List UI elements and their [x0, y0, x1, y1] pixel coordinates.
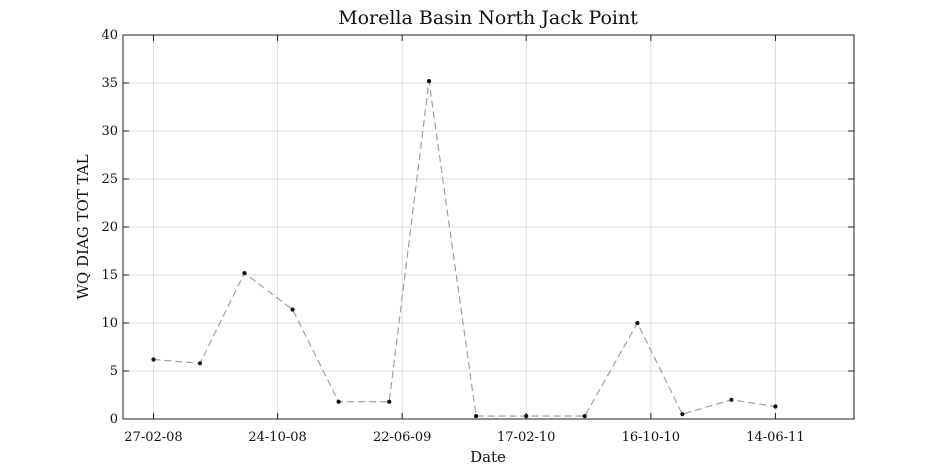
y-tick-label: 15 — [101, 268, 118, 283]
y-tick-label: 30 — [101, 124, 118, 139]
data-point — [473, 414, 479, 419]
x-tick-label: 27-02-08 — [124, 430, 182, 445]
data-point — [524, 414, 529, 419]
chart-title: Morella Basin North Jack Point — [338, 7, 638, 29]
y-axis-label: WQ DIAG TOT TAL — [74, 154, 92, 299]
x-axis: 27-02-08 24-10-08 22-06-09 17-02-10 16-10-10… — [124, 35, 805, 445]
data-point — [582, 414, 587, 419]
y-tick-label: 0 — [110, 412, 118, 427]
data-point — [387, 399, 392, 404]
data-point — [635, 320, 640, 326]
x-tick-label: 14-06-11 — [746, 430, 804, 445]
y-tick-label: 5 — [110, 364, 118, 379]
y-tick-label: 25 — [101, 172, 118, 187]
data-point — [290, 307, 295, 312]
data-point — [773, 404, 778, 409]
x-tick-label: 22-06-09 — [373, 430, 431, 445]
data-point — [680, 412, 685, 417]
x-tick-label: 16-10-10 — [622, 430, 680, 445]
series-line — [153, 81, 776, 417]
y-tick-label: 10 — [101, 316, 118, 331]
data-point — [242, 270, 247, 276]
data-point — [197, 361, 203, 366]
y-axis: 0 5 10 15 20 25 30 35 40 — [101, 28, 854, 427]
y-tick-label: 40 — [101, 28, 118, 43]
x-tick-label: 17-02-10 — [497, 430, 555, 445]
data-point — [729, 397, 734, 402]
data-point — [151, 357, 156, 362]
data-point — [426, 78, 432, 84]
y-tick-label: 20 — [101, 220, 118, 235]
y-tick-label: 35 — [101, 76, 118, 91]
x-axis-label: Date — [470, 448, 506, 466]
data-point — [336, 399, 341, 404]
series-group — [151, 78, 778, 419]
x-tick-label: 24-10-08 — [248, 430, 306, 445]
